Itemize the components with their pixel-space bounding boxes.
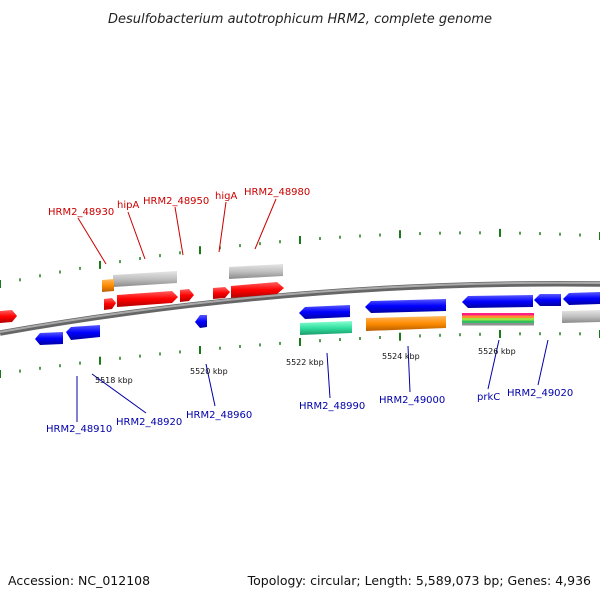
leader-lines-top	[77, 198, 277, 265]
genome-backbone	[0, 280, 600, 336]
footer-accession: Accession: NC_012108	[8, 573, 150, 588]
label-hrm2-48980[interactable]: HRM2_48980	[244, 187, 310, 198]
label-prkc[interactable]: prkC	[477, 392, 500, 403]
gene-forward[interactable]	[180, 289, 194, 302]
label-hrm2-49020[interactable]: HRM2_49020	[507, 388, 573, 399]
scale-label-5524: 5524 kbp	[382, 352, 420, 361]
gene-reverse[interactable]	[462, 295, 533, 308]
gene-forward[interactable]	[231, 282, 284, 298]
gene-feature-gray	[113, 271, 177, 287]
footer-summary: Topology: circular; Length: 5,589,073 bp…	[247, 573, 591, 588]
gene-reverse[interactable]	[66, 325, 100, 340]
label-hrm2-48950[interactable]: HRM2_48950	[143, 196, 209, 207]
scale-label-5526: 5526 kbp	[478, 347, 516, 356]
bottom-labels: HRM2_48910 HRM2_48920 HRM2_48960 HRM2_48…	[46, 388, 573, 435]
label-hrm2-49000[interactable]: HRM2_49000	[379, 395, 445, 406]
scale-label-5522: 5522 kbp	[286, 358, 324, 367]
map-title: Desulfobacterium autotrophicum HRM2, com…	[108, 12, 492, 27]
gene-reverse[interactable]	[299, 305, 350, 319]
genome-backbone-highlight	[0, 281, 600, 333]
label-higa[interactable]: higA	[215, 191, 237, 202]
gene-feature-gray	[562, 310, 600, 323]
gene-feature-multicolor	[462, 313, 534, 326]
gene-feature-gray	[229, 264, 283, 279]
leader-lines-bottom	[76, 339, 549, 422]
scale-labels: 5518 kbp 5520 kbp 5522 kbp 5524 kbp 5526…	[95, 347, 516, 385]
label-hipa[interactable]: hipA	[117, 200, 139, 211]
gene-reverse[interactable]	[365, 299, 446, 313]
label-hrm2-48910[interactable]: HRM2_48910	[46, 424, 112, 435]
gene-forward[interactable]	[213, 287, 230, 299]
gene-feature-teal	[300, 321, 352, 335]
gene-forward[interactable]	[0, 310, 17, 323]
gene-reverse[interactable]	[195, 315, 207, 328]
tick-track-bottom	[0, 330, 600, 378]
top-labels: HRM2_48930 hipA HRM2_48950 higA HRM2_489…	[48, 187, 310, 218]
label-hrm2-48920[interactable]: HRM2_48920	[116, 417, 182, 428]
label-hrm2-48990[interactable]: HRM2_48990	[299, 401, 365, 412]
gene-feature-orange	[102, 279, 114, 292]
gene-reverse[interactable]	[534, 294, 561, 306]
scale-label-5518: 5518 kbp	[95, 376, 133, 385]
scale-label-5520: 5520 kbp	[190, 367, 228, 376]
gene-reverse[interactable]	[563, 292, 600, 305]
gene-forward[interactable]	[104, 298, 116, 310]
gene-forward[interactable]	[117, 291, 178, 307]
label-hrm2-48960[interactable]: HRM2_48960	[186, 410, 252, 421]
label-hrm2-48930[interactable]: HRM2_48930	[48, 207, 114, 218]
gene-feature-orange	[366, 316, 446, 331]
gene-reverse[interactable]	[35, 332, 63, 345]
